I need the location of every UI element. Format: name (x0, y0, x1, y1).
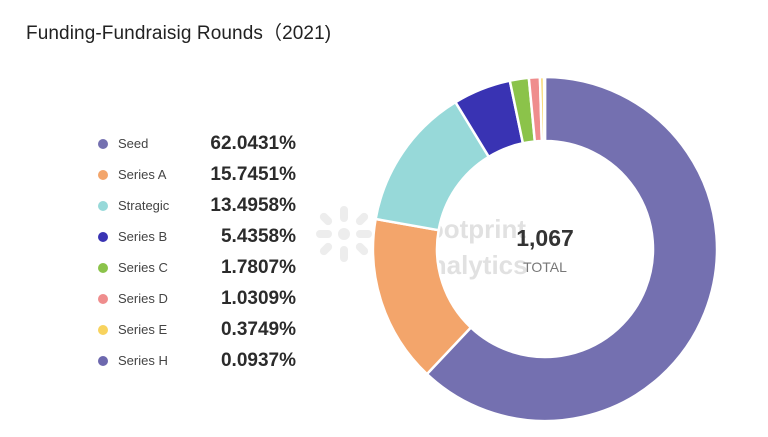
legend-item-series-a[interactable]: Series A 15.7451% (98, 159, 298, 190)
legend-value: 15.7451% (210, 163, 296, 185)
slice-series-h[interactable] (542, 75, 547, 143)
legend-label: Seed (118, 136, 149, 151)
legend-dot (98, 231, 108, 242)
chart-title: Funding-Fundraisig Rounds（2021) (26, 23, 332, 44)
legend-dot (98, 262, 108, 273)
legend-item-series-d[interactable]: Series D 1.0309% (98, 283, 298, 314)
legend-dot (98, 200, 108, 211)
legend-label: Series D (118, 291, 168, 306)
legend-value: 0.3749% (220, 318, 296, 340)
legend-dot (98, 355, 108, 366)
center-total-value: 1,067 (516, 225, 574, 251)
legend-value: 13.4958% (210, 194, 296, 216)
legend-item-series-c[interactable]: Series C 1.7807% (98, 252, 298, 283)
legend-item-series-b[interactable]: Series B 5.4358% (98, 221, 298, 252)
legend-value: 0.0937% (220, 349, 296, 371)
legend-label: Series B (118, 229, 168, 244)
donut-chart: 1,067 TOTAL (371, 75, 719, 423)
legend-value: 1.0309% (220, 287, 296, 309)
center-total-label: TOTAL (523, 259, 567, 275)
legend: Seed 62.0431% Series A 15.7451% Strategic 13.… (98, 128, 298, 376)
legend-label: Series H (118, 353, 168, 368)
legend-dot (98, 293, 108, 304)
legend-dot (98, 138, 108, 149)
legend-value: 1.7807% (220, 256, 296, 278)
legend-item-seed[interactable]: Seed 62.0431% (98, 128, 298, 159)
donut-slices (371, 75, 719, 423)
legend-dot (98, 169, 108, 180)
legend-label: Series C (118, 260, 168, 275)
legend-label: Strategic (118, 198, 170, 213)
slice-seed[interactable] (425, 75, 719, 423)
legend-item-series-h[interactable]: Series H 0.0937% (98, 345, 298, 376)
legend-value: 5.4358% (220, 225, 296, 247)
legend-label: Series E (118, 322, 168, 337)
legend-item-series-e[interactable]: Series E 0.3749% (98, 314, 298, 345)
legend-item-strategic[interactable]: Strategic 13.4958% (98, 190, 298, 221)
legend-dot (98, 324, 108, 335)
legend-label: Series A (118, 167, 167, 182)
legend-value: 62.0431% (210, 132, 296, 154)
